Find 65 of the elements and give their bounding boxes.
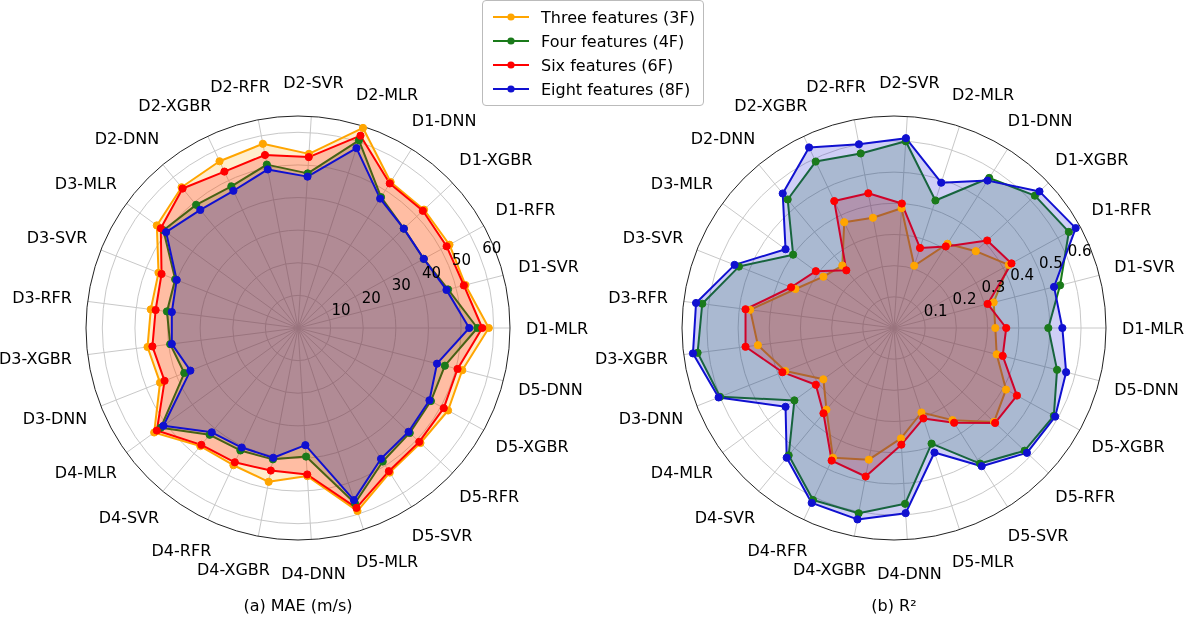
y-tick-label: 0.4 [1010, 265, 1035, 284]
spoke-label: D3-XGBR [595, 349, 668, 369]
legend-label: Eight features (8F) [541, 79, 691, 99]
spoke-label: D4-XGBR [792, 560, 866, 580]
spoke-label: D1-MLR [526, 318, 589, 338]
spoke-label: D1-XGBR [1055, 150, 1129, 170]
spoke-label: D2-DNN [690, 128, 756, 148]
spoke-label: D4-RFR [747, 541, 808, 561]
spoke-label: D3-RFR [608, 287, 668, 307]
spoke-label: D1-RFR [1091, 199, 1152, 219]
y-tick-label: 0.1 [923, 301, 948, 320]
spoke-label: D2-SVR [283, 72, 344, 92]
spoke-label: D1-MLR [1122, 318, 1185, 338]
spoke-label: D1-DNN [1007, 110, 1073, 130]
spoke-label: D2-MLR [356, 84, 419, 104]
spoke-label: D2-DNN [94, 128, 160, 148]
spoke-label: D1-RFR [495, 199, 556, 219]
spoke-label: D2-RFR [210, 76, 270, 96]
legend-label: Three features (3F) [541, 7, 695, 27]
text: (b) R² [870, 596, 918, 615]
spoke-label: D5-DNN [1114, 379, 1179, 399]
text: (a) MAE (m/s) [242, 596, 354, 615]
spoke-label: D3-MLR [54, 173, 117, 193]
y-tick-label: 30 [391, 276, 411, 295]
spoke-label: D3-DNN [22, 409, 88, 429]
y-tick-label: 10 [331, 301, 351, 320]
spoke-label: D2-SVR [879, 72, 940, 92]
y-tick-label: 0.5 [1039, 253, 1063, 272]
spoke-label: D1-XGBR [459, 150, 533, 170]
spoke-label: D4-DNN [281, 564, 346, 584]
spoke-label: D5-SVR [1007, 526, 1069, 546]
spoke-label: D4-MLR [650, 463, 713, 483]
spoke-label: D3-SVR [26, 227, 88, 247]
spoke-label: D2-MLR [952, 84, 1015, 104]
spoke-label: D4-RFR [151, 541, 212, 561]
spoke-label: D4-XGBR [196, 560, 270, 580]
y-tick-label: 20 [361, 288, 381, 307]
spoke-label: D5-MLR [356, 552, 419, 572]
spoke-label: D4-SVR [98, 508, 160, 528]
spoke-label: D5-DNN [518, 379, 583, 399]
spoke-label: D3-DNN [618, 409, 684, 429]
spoke-label: D3-MLR [650, 173, 713, 193]
spoke-label: D1-DNN [411, 110, 477, 130]
spoke-label: D3-RFR [12, 287, 72, 307]
spoke-label: D4-DNN [877, 564, 942, 584]
spoke-label: D2-RFR [806, 76, 866, 96]
y-tick-label: 60 [482, 238, 502, 257]
spoke-label: D4-SVR [694, 508, 756, 528]
spoke-label: D5-RFR [1055, 486, 1116, 506]
legend-label: Six features (6F) [541, 55, 674, 75]
y-tick-label: 0.2 [952, 289, 977, 308]
spoke-label: D3-XGBR [0, 349, 72, 369]
spoke-label: D3-SVR [622, 227, 684, 247]
spoke-label: D5-SVR [411, 526, 473, 546]
y-tick-label: 0.6 [1067, 242, 1092, 261]
spoke-label: D5-XGBR [1091, 437, 1165, 457]
spoke-label: D2-XGBR [138, 95, 212, 115]
spoke-label: D2-XGBR [734, 95, 808, 115]
spoke-label: D5-XGBR [495, 437, 569, 457]
spoke-label: D1-SVR [518, 257, 579, 277]
spoke-label: D1-SVR [1114, 257, 1175, 277]
spoke-label: D5-RFR [459, 486, 520, 506]
spoke-label: D5-MLR [952, 552, 1015, 572]
legend-label: Four features (4F) [541, 31, 685, 51]
spoke-label: D4-MLR [54, 463, 117, 483]
